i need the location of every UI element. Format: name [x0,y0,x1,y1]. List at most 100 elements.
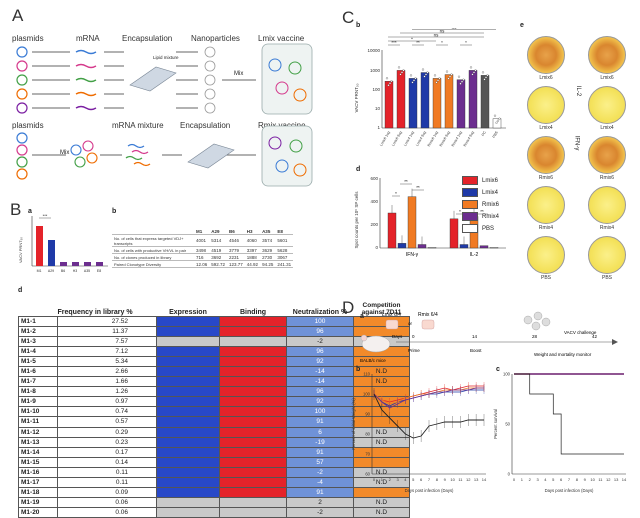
binding-cell [219,507,287,518]
vial-rmix [261,125,313,187]
prnt-xticks: Lmix6 1ug Lmix6 5ug Lmix4 1ug Lmix4 5ug Rmix… [379,130,499,147]
expression-cell [156,507,220,518]
expression-cell [156,365,220,378]
expression-cell [156,396,220,408]
neutralization-cell: 91 [286,446,354,458]
stats-cell: 241.31 [275,260,294,268]
svg-text:H3: H3 [73,269,78,273]
expression-cell [156,416,220,428]
svg-text:*: * [411,37,413,42]
prnt-bar [468,70,478,129]
prnt-point [471,73,474,76]
col-binding: Binding [239,308,267,316]
clone-frequency: 0.74 [57,406,157,418]
prnt-point [469,66,473,69]
table-row: M1-6 2.66 -14 N.D [18,365,410,378]
clone-id: M1-17 [18,476,58,489]
elispot-well [588,236,626,274]
prnt-point [498,117,501,120]
svg-text:0: 0 [412,334,415,339]
panel-c-sub-d: d [356,166,361,173]
svg-text:*: * [395,191,397,196]
stats-cell: 716 [194,253,210,261]
expression-cell [156,355,220,367]
prnt-point [486,74,489,77]
bar-m1 [36,226,43,266]
expression-cell [156,456,220,468]
legend-label: Rmix4 [482,214,500,221]
neutralization-cell: -2 [286,507,354,518]
survival-xtick: 8 [576,477,579,482]
neutralization-cell: -2 [286,335,354,347]
legend-label: PBS [482,226,495,233]
clone-frequency: 0.57 [57,416,157,428]
expression-cell [156,426,220,438]
mrna-mixture [125,143,151,167]
svg-text:0: 0 [375,245,378,250]
col-competition: Competition against 7D11 [361,301,402,316]
prnt-point [483,78,486,81]
survival-xtick: 2 [529,477,532,482]
prnt-bar [408,78,418,129]
prnt-point [447,77,450,80]
elispot-bar [397,243,407,249]
weight-xtick: 4 [404,477,407,482]
table-row: M1-17 0.11 -4 N.D [18,476,410,489]
prnt-sig-lines [388,29,496,46]
stats-cell: 3498 [194,246,210,254]
prnt-xtick: Lmix4 1ug [403,131,415,147]
prnt-point [496,119,500,122]
label-encapsulation-1: Encapsulation [122,34,173,43]
virus-icons [523,311,551,331]
panel-c-legend: Lmix6 Lmix4 Rmix6 Rmix4 PBS [462,176,499,236]
stats-header [112,228,194,235]
clone-frequency: 0.17 [57,446,157,458]
svg-text:Percent of initial Weight (%): Percent of initial Weight (%) [351,398,356,450]
binding-cell [219,355,287,367]
clone-id: M1-14 [18,446,58,458]
svg-text:IL-2: IL-2 [470,252,479,258]
expression-cell [156,436,220,448]
table-row: M1-37.57-2N.D [18,335,410,347]
clone-id: M1-10 [18,406,58,418]
stats-cell: 5314 [209,234,228,247]
expression-cell [156,345,220,357]
neutralization-cell: -2 [286,466,354,479]
vial-lmix [261,43,313,115]
neutralization-cell: -19 [286,436,354,448]
clone-frequency: 0.29 [57,426,157,438]
clone-id: M1-8 [18,386,58,398]
competition-cell: N.D [353,507,410,518]
prnt-point [400,71,404,74]
weight-xtick: 2 [389,477,392,482]
panel-b-sub-d: d [18,287,23,294]
clone-frequency: 7.12 [57,345,157,357]
survival-ytick: 100 [503,372,511,377]
neutralization-cell: 96 [286,325,354,337]
survival-series [514,373,624,455]
prnt-bars [384,66,502,129]
clone-frequency: 2.66 [57,365,157,378]
weight-xtick: 6 [420,477,423,482]
table-row: M1-2 11.37 96 [18,325,410,337]
panel-label-c: C [342,8,355,27]
svg-text:A35: A35 [84,269,90,273]
legend-swatch [462,188,478,197]
stats-cell: 44.92 [244,260,261,268]
stats-cell: 592.72 [209,260,228,268]
clone-frequency: 0.23 [57,436,157,448]
stats-cell: 3067 [275,253,294,261]
svg-text:VACV PRNT₅₀: VACV PRNT₅₀ [354,83,359,112]
expression-cell [156,315,220,327]
svg-text:10000: 10000 [367,48,380,53]
table-row: M1-4 7.12 96 [18,345,410,357]
mrna-strands [75,49,97,111]
clone-frequency: 0.14 [57,456,157,468]
bar-a29 [48,240,55,266]
prnt-bar [396,70,406,129]
plasmid-stack-1 [16,46,28,114]
stats-cell: 3779 [227,246,245,254]
prnt-point [426,71,429,74]
well-label: Rmix4 [599,225,615,231]
elispot-well [588,86,626,124]
